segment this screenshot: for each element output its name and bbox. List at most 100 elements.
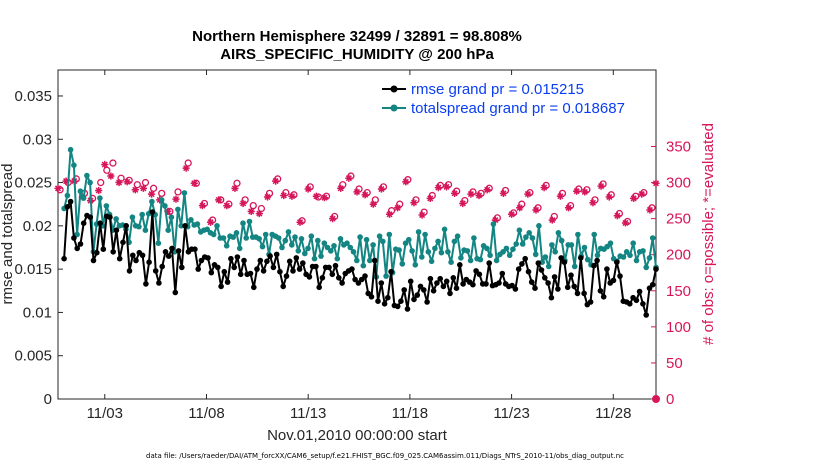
obs-evaluated-marker <box>564 204 573 212</box>
series-point-rmse <box>172 289 179 296</box>
legend-rmse-label: rmse grand pr = 0.015215 <box>411 81 584 98</box>
series-point-spread <box>289 242 295 248</box>
series-point-spread <box>448 259 454 266</box>
series-point-spread <box>643 264 649 271</box>
series-point-rmse <box>71 235 77 241</box>
series-point-rmse <box>319 275 326 281</box>
series-point-spread <box>275 235 282 241</box>
series-point-rmse <box>368 294 375 300</box>
series-point-spread <box>516 227 523 233</box>
series-point-spread <box>532 251 539 258</box>
series-point-rmse <box>440 283 447 290</box>
series-point-rmse <box>617 273 623 279</box>
series-point-rmse <box>604 266 610 272</box>
series-point-rmse <box>116 255 123 262</box>
obs-evaluated-marker <box>231 184 239 192</box>
series-point-spread <box>549 242 555 248</box>
obs-evaluated-marker <box>573 187 581 195</box>
series-point-spread <box>552 249 558 255</box>
obs-possible-marker <box>453 187 461 195</box>
series-point-spread <box>506 252 513 259</box>
series-point-rmse <box>636 288 643 295</box>
series-point-rmse <box>430 288 437 294</box>
obs-evaluated-marker <box>516 204 524 212</box>
obs-evaluated-marker <box>263 193 272 201</box>
series-point-spread <box>396 247 402 253</box>
legend-spread-marker <box>390 104 398 112</box>
series-point-spread <box>487 252 493 259</box>
obs-evaluated-marker <box>540 184 548 192</box>
series-point-rmse <box>519 261 525 267</box>
series-point-spread <box>129 214 136 220</box>
series-point-rmse <box>113 227 120 233</box>
series-point-rmse <box>107 214 113 220</box>
x-tick-label: 11/08 <box>188 405 224 422</box>
series-point-rmse <box>208 269 215 276</box>
obs-evaluated-marker <box>198 202 207 210</box>
series-point-rmse <box>139 252 146 259</box>
series-point-rmse <box>165 253 172 259</box>
obs-evaluated-marker <box>54 184 62 192</box>
series-point-rmse <box>515 266 522 272</box>
obs-evaluated-marker <box>597 182 605 190</box>
series-point-spread <box>168 214 175 220</box>
series-point-spread <box>406 236 412 243</box>
obs-possible-marker <box>477 189 485 198</box>
series-point-rmse <box>264 258 270 265</box>
obs-evaluated-marker <box>280 191 288 200</box>
series-point-rmse <box>231 264 237 271</box>
series-point-spread <box>188 217 194 223</box>
obs-possible-marker <box>88 194 97 203</box>
obs-evaluated-marker <box>296 218 304 226</box>
series-point-spread <box>165 227 171 233</box>
obs-evaluated-marker <box>385 210 394 218</box>
series-point-spread <box>328 248 334 254</box>
obs-possible-marker <box>599 180 607 188</box>
series-point-spread <box>97 195 103 201</box>
series-point-rmse <box>87 214 94 220</box>
series-point-spread <box>175 206 181 213</box>
series-point-spread <box>445 249 451 255</box>
series-point-spread <box>623 249 630 255</box>
series-point-rmse <box>447 290 453 297</box>
y-right-tick-label: 200 <box>666 247 691 264</box>
y-right-tick-label: 250 <box>666 211 691 228</box>
series-point-spread <box>399 261 406 267</box>
series-point-spread <box>409 248 415 254</box>
series-point-rmse <box>600 294 607 300</box>
obs-evaluated-marker <box>190 179 198 187</box>
series-point-rmse <box>254 266 260 272</box>
series-point-spread <box>422 231 428 238</box>
y-tick-label: 0.01 <box>23 304 52 321</box>
obs-possible-marker <box>583 186 591 194</box>
obs-evaluated-marker <box>147 190 156 198</box>
obs-evaluated-marker <box>123 178 131 186</box>
series-point-spread <box>64 192 71 199</box>
obs-evaluated-marker <box>361 191 369 199</box>
series-point-rmse <box>162 249 169 255</box>
obs-possible-marker <box>306 183 314 191</box>
series-point-rmse <box>277 268 283 275</box>
series-point-spread <box>298 236 305 242</box>
obs-possible-marker <box>363 189 371 197</box>
series-point-spread <box>568 242 575 248</box>
series-point-spread <box>627 252 633 259</box>
series-point-rmse <box>218 283 224 290</box>
series-point-rmse <box>398 298 404 305</box>
series-point-spread <box>113 216 119 222</box>
obs-evaluated-marker <box>394 204 402 212</box>
series-point-rmse <box>414 292 421 298</box>
obs-evaluated-marker <box>491 216 499 224</box>
obs-possible-marker <box>274 175 282 183</box>
obs-possible-marker <box>436 181 445 190</box>
y-tick-label: 0.03 <box>23 131 52 148</box>
series-point-spread <box>451 238 458 245</box>
series-point-spread <box>194 221 201 227</box>
obs-possible-marker <box>566 201 575 210</box>
series-point-rmse <box>221 268 228 275</box>
series-point-spread <box>136 223 142 230</box>
obs-evaluated-marker <box>312 192 320 200</box>
series-point-spread <box>279 244 285 251</box>
legend-rmse-marker <box>390 85 398 93</box>
